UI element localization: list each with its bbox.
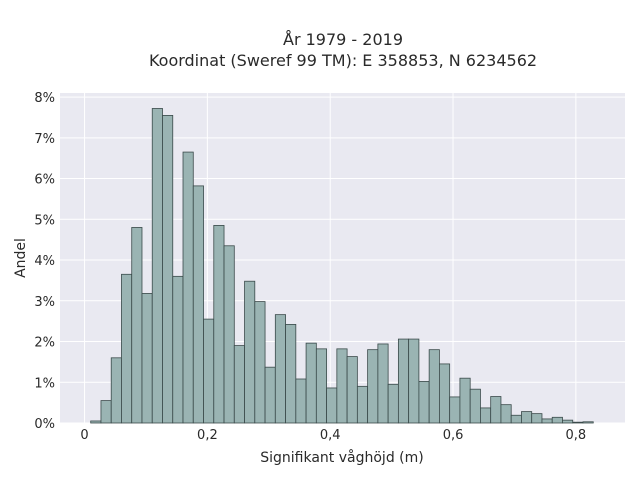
histogram-bar-8	[172, 275, 184, 424]
histogram-bar-12	[213, 225, 225, 424]
histogram-bar-42	[521, 411, 533, 424]
histogram-bar-45	[551, 416, 563, 424]
histogram-bar-17	[264, 366, 276, 424]
histogram-bar-29	[387, 383, 399, 424]
histogram-bar-44	[541, 418, 553, 424]
histogram-bar-21	[305, 342, 317, 424]
y-tick-label-2: 2%	[34, 336, 55, 351]
histogram-bar-16	[254, 301, 266, 424]
y-tick-label-0: 0%	[34, 417, 55, 432]
y-tick-label-4: 4%	[34, 254, 55, 269]
histogram-bar-19	[285, 324, 297, 424]
histogram-bar-28	[377, 343, 389, 424]
histogram-bar-34	[439, 363, 451, 424]
histogram-bar-46	[562, 419, 574, 424]
histogram-bar-23	[326, 387, 338, 424]
histogram-bar-5	[141, 293, 153, 424]
histogram-bar-9	[182, 151, 194, 424]
y-tick-label-6: 6%	[34, 173, 55, 188]
histogram-bar-3	[121, 273, 133, 424]
histogram-bar-1	[100, 400, 112, 424]
y-axis-label: Andel	[13, 238, 29, 278]
x-tick-label-2: 0,4	[320, 428, 341, 443]
y-axis-ticks: 0% 1% 2% 3% 4% 5% 6% 7% 8%	[34, 91, 55, 432]
histogram-bar-20	[295, 378, 307, 424]
histogram-bar-25	[346, 356, 358, 424]
y-tick-label-3: 3%	[34, 295, 55, 310]
histogram-bar-41	[510, 414, 522, 424]
histogram-bar-39	[490, 396, 502, 424]
histogram-bar-32	[418, 381, 430, 424]
x-axis-ticks: 0 0,2 0,4 0,6 0,8	[80, 428, 586, 443]
histogram-bar-30	[397, 338, 410, 424]
chart-title-line1: År 1979 - 2019	[283, 30, 403, 49]
histogram-bars	[90, 108, 594, 424]
x-tick-label-1: 0,2	[197, 428, 218, 443]
histogram-bar-10	[192, 185, 204, 424]
histogram-bar-13	[223, 245, 235, 424]
histogram-bar-14	[233, 345, 245, 424]
histogram-bar-40	[500, 404, 512, 424]
histogram-bar-33	[428, 349, 440, 424]
histogram-bar-2	[110, 357, 122, 424]
histogram-bar-27	[367, 349, 379, 424]
histogram-bar-7	[162, 115, 174, 424]
histogram-bar-24	[336, 348, 348, 424]
histogram-bar-43	[531, 413, 543, 424]
y-tick-label-5: 5%	[34, 213, 55, 228]
x-tick-label-0: 0	[80, 428, 88, 443]
histogram-bar-15	[244, 280, 256, 424]
histogram-bar-26	[356, 385, 369, 424]
histogram-bar-37	[469, 388, 481, 424]
histogram-bar-35	[449, 396, 461, 424]
y-tick-label-7: 7%	[34, 132, 55, 147]
histogram-bar-22	[315, 348, 327, 424]
chart-title-line2: Koordinat (Sweref 99 TM): E 358853, N 62…	[149, 51, 537, 70]
histogram-bar-31	[408, 338, 420, 424]
histogram-bar-48	[582, 421, 594, 424]
y-tick-label-1: 1%	[34, 376, 55, 391]
histogram-bar-4	[131, 227, 143, 424]
histogram-bar-6	[151, 108, 163, 424]
x-axis-label: Signifikant våghöjd (m)	[260, 449, 423, 466]
histogram-bar-38	[480, 407, 492, 424]
histogram-bar-0	[90, 420, 102, 424]
histogram-bar-36	[459, 377, 471, 424]
histogram-bar-18	[274, 314, 286, 424]
x-tick-label-3: 0,6	[443, 428, 464, 443]
histogram-bar-11	[203, 318, 215, 424]
histogram-bar-47	[572, 421, 584, 424]
y-tick-label-8: 8%	[34, 91, 55, 106]
x-tick-label-4: 0,8	[566, 428, 587, 443]
